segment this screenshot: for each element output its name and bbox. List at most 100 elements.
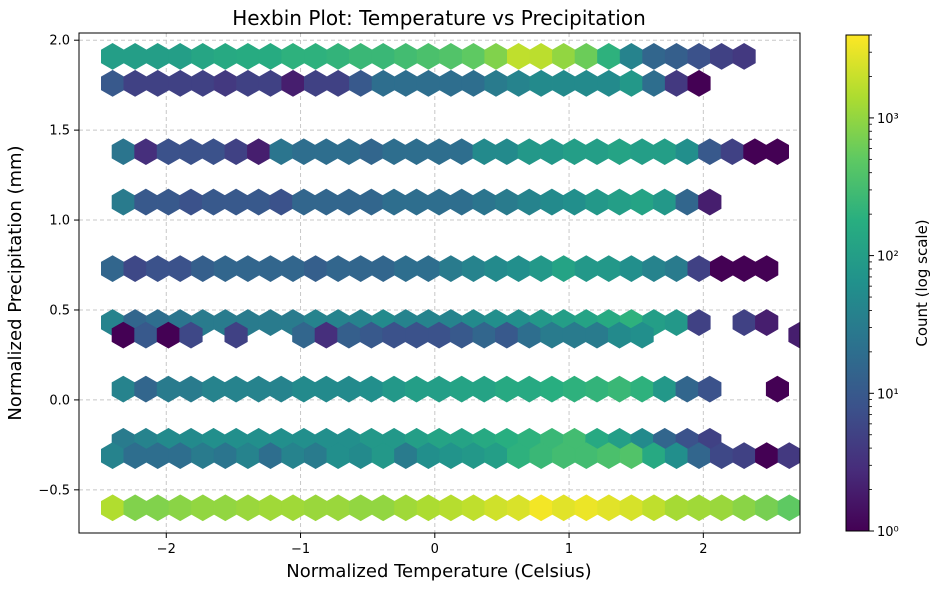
hexbin-cell <box>404 375 429 403</box>
hexbin-cell <box>179 321 203 349</box>
hexbin-cell <box>630 375 654 403</box>
hexbin-cell <box>236 255 260 282</box>
hexbin-cell <box>540 188 564 216</box>
hexbin-cell <box>416 494 440 522</box>
hexbin-cell <box>213 255 237 282</box>
hexbin-cell <box>269 188 293 216</box>
hexbin-cell <box>202 138 226 166</box>
hexbin-cell <box>349 494 373 522</box>
hexbin-cell <box>732 494 756 522</box>
hexbin-cell <box>382 375 406 403</box>
hexbin-cell <box>597 255 621 282</box>
hexbin-cell <box>765 138 790 166</box>
hexbin-cell <box>269 138 293 166</box>
hexbin-cell <box>258 494 283 522</box>
hexbin-cell <box>303 255 328 282</box>
colorbar-ticks: 10⁰ 10¹ 10² 10³ <box>869 34 899 540</box>
hexbin-cells <box>101 43 891 522</box>
hexbin-cell <box>371 494 395 522</box>
hexbin-cell <box>675 375 699 403</box>
hexbin-cell <box>427 188 451 216</box>
hexbin-cell <box>484 255 508 282</box>
hexbin-cell <box>292 188 316 216</box>
hexbin-cell <box>687 43 711 70</box>
hexbin-cell <box>619 69 643 97</box>
y-tick-label: 1.0 <box>49 214 70 229</box>
x-tick-label: 1 <box>565 542 573 557</box>
hexbin-cell <box>258 43 283 70</box>
hexbin-cell <box>303 69 328 97</box>
hexbin-cell <box>562 375 587 403</box>
hexbin-cell <box>404 188 429 216</box>
hexbin-cell <box>236 494 260 522</box>
hexbin-cell <box>427 375 451 403</box>
hexbin-cell <box>653 138 677 166</box>
hexbin-cell <box>292 375 316 403</box>
hexbin-cell <box>675 138 699 166</box>
hexbin-cell <box>359 188 384 216</box>
hexbin-cell <box>123 69 147 97</box>
chart-title: Hexbin Plot: Temperature vs Precipitatio… <box>232 6 646 30</box>
hexbin-cell <box>394 43 418 70</box>
x-tick-label: −2 <box>157 542 176 557</box>
hexbin-cell <box>303 43 328 70</box>
hexbin-cell <box>675 188 699 216</box>
plot-area-frame <box>78 32 801 534</box>
hexbin-cell <box>552 494 576 522</box>
hexbin-cell <box>461 494 486 522</box>
hexbin-cell <box>314 375 338 403</box>
hexbin-cell <box>619 494 643 522</box>
hexbin-cell <box>382 188 406 216</box>
hexbin-cell <box>101 43 125 70</box>
hexbin-cell <box>664 255 689 282</box>
hexbin-cell <box>349 69 373 97</box>
hexbin-cell <box>529 494 553 522</box>
hexbin-cell <box>868 495 891 521</box>
hexbin-cell <box>439 69 463 97</box>
hexbin-cell <box>642 255 666 282</box>
hexbin-cell <box>191 255 215 282</box>
x-tick-label: −1 <box>291 542 310 557</box>
hexbin-cell <box>562 188 587 216</box>
hexbin-cell <box>168 494 192 522</box>
hexbin-cell <box>258 255 283 282</box>
x-tick-label: 0 <box>431 542 439 557</box>
colorbar-tick-label: 10⁰ <box>877 525 899 540</box>
hexbin-cell <box>732 309 756 336</box>
colorbar-label: Count (log scale) <box>913 219 931 346</box>
hexbin-cell <box>755 255 779 282</box>
hexbin-cell <box>359 375 384 403</box>
hexbin-cell <box>247 138 271 166</box>
hexbin-cell <box>303 494 328 522</box>
hexbin-cell <box>111 188 135 216</box>
hexbin-cell <box>823 495 846 521</box>
hexbin-cell <box>326 255 350 282</box>
hexbin-cell <box>416 43 440 70</box>
y-tick-label: −0.5 <box>38 483 70 498</box>
hexbin-cell <box>517 138 541 166</box>
hexbin-cell <box>664 43 689 70</box>
hexbin-cell <box>777 442 800 470</box>
hexbin-cell <box>653 188 677 216</box>
hexbin-cell <box>585 138 609 166</box>
y-axis-ticks: −0.5 0.0 0.5 1.0 1.5 2.0 <box>38 34 79 498</box>
hexbin-cell <box>134 188 158 216</box>
hexbin-cell <box>788 321 800 349</box>
hexbin-cell <box>123 255 147 282</box>
hexbin-cell <box>439 43 463 70</box>
hexbin-cell <box>371 43 395 70</box>
hexbin-cell <box>416 255 440 282</box>
hexbin-cell <box>179 188 203 216</box>
hexbin-cell <box>529 69 553 97</box>
hexbin-cell <box>517 375 541 403</box>
hexbin-cell <box>427 138 451 166</box>
hexbin-cell <box>642 43 666 70</box>
hexbin-cell <box>111 375 135 403</box>
hexbin-cell <box>698 188 722 216</box>
hexbin-cell <box>314 138 338 166</box>
hexbin-cell <box>517 188 541 216</box>
hexbin-cell <box>394 255 418 282</box>
hexbin-cell <box>450 188 474 216</box>
hexbin-cell <box>326 43 350 70</box>
hexbin-cell <box>101 494 125 522</box>
